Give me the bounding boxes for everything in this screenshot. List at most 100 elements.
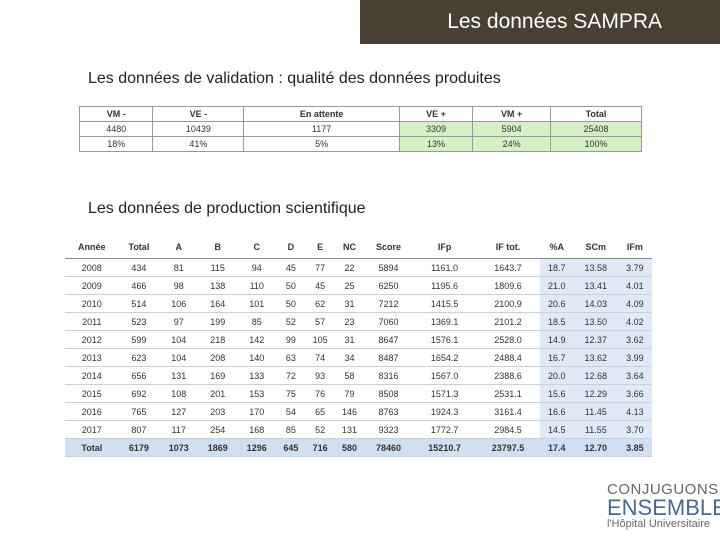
cell: 115 (198, 258, 238, 277)
cell: 3161.4 (476, 402, 540, 421)
cell: 10439 (152, 121, 245, 137)
cell: 78460 (364, 438, 413, 457)
cell: 45 (276, 258, 306, 277)
logo: CONJUGUONS ENSEMBLE l'Hôpital Universita… (607, 482, 720, 530)
cell: 58 (334, 366, 365, 385)
column-header: %A (539, 236, 574, 259)
cell: 50 (276, 294, 306, 313)
cell: 11.55 (573, 420, 618, 439)
cell: 12.29 (573, 384, 618, 403)
cell: 5894 (364, 258, 413, 277)
cell: 7212 (364, 294, 413, 313)
cell: 74 (305, 348, 335, 367)
cell: 8508 (364, 384, 413, 403)
cell: 2009 (65, 276, 119, 295)
cell: 62 (305, 294, 335, 313)
header-row: Année Total A B C D E NC Score IFp IF tot. %A SCm IFm (65, 236, 652, 259)
row: 2010 514 106 164 101 50 62 31 7212 1415.5 2100.9 20… (65, 294, 652, 313)
cell: 199 (198, 312, 238, 331)
cell: 85 (276, 420, 306, 439)
row: 2015 692 108 201 153 75 76 79 8508 1571.3 2531.1 15… (65, 384, 652, 403)
cell: 692 (118, 384, 160, 403)
cell: 110 (237, 276, 277, 295)
cell: 2101.2 (476, 312, 540, 331)
row: 4480 10439 1177 3309 5904 25408 (78, 121, 642, 137)
cell: 99 (276, 330, 306, 349)
cell: 140 (237, 348, 277, 367)
cell: 94 (237, 258, 277, 277)
cell: 76 (305, 384, 335, 403)
cell: 25 (334, 276, 365, 295)
cell: 1869 (198, 438, 238, 457)
cell: 24% (472, 136, 552, 152)
cell: 8316 (364, 366, 413, 385)
cell: 2388.6 (476, 366, 540, 385)
row: 18% 41% 5% 13% 24% 100% (78, 136, 642, 152)
cell: 807 (118, 420, 160, 439)
cell: 623 (118, 348, 160, 367)
cell: 1571.3 (412, 384, 477, 403)
column-header: VE - (152, 106, 245, 122)
cell: 93 (305, 366, 335, 385)
cell: 599 (118, 330, 160, 349)
cell: 1654.2 (412, 348, 477, 367)
row: 2017 807 117 254 168 85 52 131 9323 1772.7 2984.5 1… (65, 420, 652, 439)
cell: 131 (159, 366, 199, 385)
cell: 523 (118, 312, 160, 331)
column-header: VM - (78, 106, 154, 122)
cell: 9323 (364, 420, 413, 439)
cell: 6179 (118, 438, 160, 457)
row: 2008 434 81 115 94 45 77 22 5894 1161.0 1643.7 18.7… (65, 258, 652, 277)
cell: 16.6 (539, 402, 574, 421)
cell: 106 (159, 294, 199, 313)
cell: 8487 (364, 348, 413, 367)
cell: 3.70 (617, 420, 652, 439)
cell: 20.0 (539, 366, 574, 385)
cell: 1161.0 (412, 258, 477, 277)
cell: 13.58 (573, 258, 618, 277)
cell: 8763 (364, 402, 413, 421)
cell: 4.01 (617, 276, 652, 295)
cell: 133 (237, 366, 277, 385)
title-bar: Les données SAMPRA (360, 0, 720, 44)
cell: 108 (159, 384, 199, 403)
cell: 1415.5 (412, 294, 477, 313)
cell: 57 (305, 312, 335, 331)
cell: 208 (198, 348, 238, 367)
cell: 104 (159, 348, 199, 367)
cell: 12.68 (573, 366, 618, 385)
cell: 65 (305, 402, 335, 421)
cell: 52 (276, 312, 306, 331)
logo-text: ENSEMBLE (607, 495, 720, 520)
cell: 85 (237, 312, 277, 331)
cell: 1772.7 (412, 420, 477, 439)
cell: 1073 (159, 438, 199, 457)
cell: 1177 (243, 121, 400, 137)
column-header: Score (364, 236, 413, 259)
row: 2014 656 131 169 133 72 93 58 8316 1567.0 2388.6 20… (65, 366, 652, 385)
cell: 3.99 (617, 348, 652, 367)
column-header: En attente (243, 106, 400, 122)
column-header: Total (550, 106, 642, 122)
cell: 31 (334, 294, 365, 313)
cell: 3.79 (617, 258, 652, 277)
column-header: Année (65, 236, 119, 259)
cell: 2015 (65, 384, 119, 403)
column-header: A (159, 236, 199, 259)
cell: 142 (237, 330, 277, 349)
column-header: SCm (573, 236, 618, 259)
cell: 3.62 (617, 330, 652, 349)
cell: 79 (334, 384, 365, 403)
cell: 8647 (364, 330, 413, 349)
cell: 31 (334, 330, 365, 349)
cell: 168 (237, 420, 277, 439)
cell: 3.85 (617, 438, 652, 457)
cell: 2010 (65, 294, 119, 313)
cell: 11.45 (573, 402, 618, 421)
cell: 15210.7 (412, 438, 477, 457)
cell: 1924.3 (412, 402, 477, 421)
cell: 72 (276, 366, 306, 385)
cell: 1369.1 (412, 312, 477, 331)
cell: Total (65, 438, 119, 457)
cell: 52 (305, 420, 335, 439)
